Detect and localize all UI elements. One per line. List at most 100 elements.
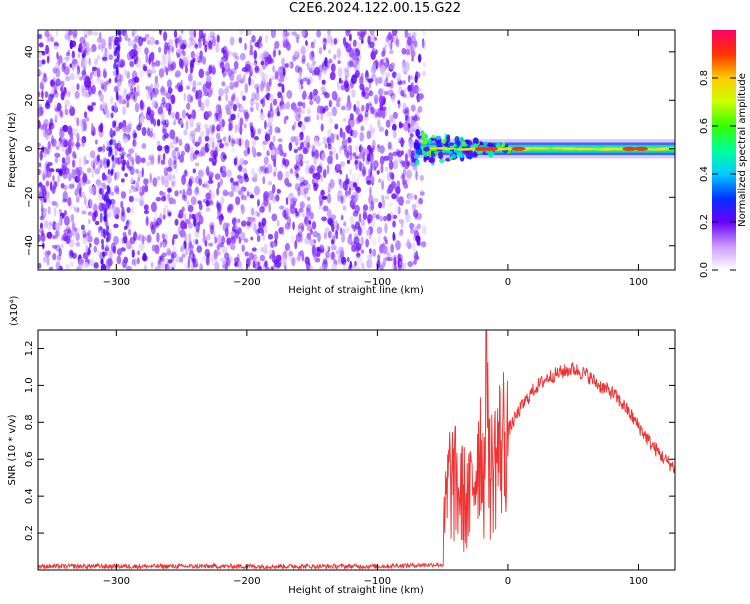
spectrogram-noise-cell <box>135 168 139 174</box>
spectrogram-noise-cell <box>298 207 304 213</box>
spectrogram-noise-cell <box>274 230 279 241</box>
spectrogram-noise-cell <box>268 190 275 201</box>
spectrogram-noise-cell <box>395 240 401 251</box>
spectrogram-noise-cell <box>226 169 232 178</box>
spectrogram-noise-cell <box>262 140 269 145</box>
signal-turbulent-cell <box>448 142 454 146</box>
spectrogram-noise-cell <box>59 127 65 132</box>
spectrogram-noise-cell <box>52 174 55 182</box>
spectrogram-noise-cell <box>199 263 203 269</box>
spectrogram-noise-cell <box>139 99 144 110</box>
spectrogram-noise-cell <box>320 86 326 93</box>
spectrogram-streak-cell <box>107 168 111 175</box>
spectrogram-noise-cell <box>368 103 373 111</box>
spectrogram-noise-cell <box>83 261 89 269</box>
spectrogram-noise-cell <box>174 190 179 197</box>
spectrogram-noise-cell <box>373 108 379 119</box>
spectrogram-noise-cell <box>409 133 414 138</box>
spectrogram-noise-cell <box>198 214 204 225</box>
spectrogram-noise-cell <box>395 186 401 195</box>
spectrogram-noise-cell <box>397 100 401 105</box>
spectrogram-streak-cell <box>117 30 121 37</box>
spectrogram-noise-cell <box>101 38 106 49</box>
spectrogram-noise-cell <box>118 147 125 152</box>
spectrogram-noise-cell <box>92 31 99 37</box>
spectrogram-noise-cell <box>198 151 203 157</box>
spectrogram-noise-cell <box>282 157 286 165</box>
spectrogram-noise-cell <box>306 107 311 115</box>
spectrogram-y-tick-label: 20 <box>24 94 35 107</box>
spectrogram-noise-cell <box>320 172 323 183</box>
spectrogram-noise-cell <box>195 186 199 193</box>
spectrogram-noise-cell <box>52 244 58 249</box>
spectrogram-noise-cell <box>376 144 381 153</box>
spectrogram-noise-cell <box>264 59 269 66</box>
spectrogram-noise-cell <box>246 30 252 36</box>
spectrogram-noise-cell <box>411 56 414 62</box>
spectrogram-noise-cell <box>123 225 128 231</box>
spectrogram-noise-cell <box>153 82 160 90</box>
spectrogram-noise-cell <box>209 173 214 179</box>
spectrogram-noise-cell <box>180 43 187 50</box>
spectrogram-noise-cell <box>53 76 57 83</box>
spectrogram-noise-cell <box>121 206 125 217</box>
spectrogram-noise-cell <box>86 167 92 174</box>
spectrogram-noise-cell <box>331 263 338 270</box>
spectrogram-noise-cell <box>309 164 315 174</box>
snr-x-tick-label: −200 <box>233 576 260 587</box>
spectrogram-noise-cell <box>339 169 343 175</box>
spectrogram-noise-cell <box>205 167 209 175</box>
spectrogram-noise-cell <box>179 119 184 126</box>
spectrogram-noise-cell <box>38 262 42 269</box>
spectrogram-noise-cell <box>421 224 427 235</box>
spectrogram-noise-cell <box>53 82 58 93</box>
snr-series-line <box>38 330 675 570</box>
spectrogram-noise-cell <box>40 204 44 214</box>
spectrogram-noise-cell <box>86 235 93 243</box>
spectrogram-noise-cell <box>159 190 164 196</box>
spectrogram-noise-cell <box>171 267 175 270</box>
spectrogram-noise-cell <box>219 257 226 262</box>
spectrogram-noise-cell <box>130 39 136 49</box>
spectrogram-noise-cell <box>243 149 249 157</box>
spectrogram-noise-cell <box>402 168 407 177</box>
spectrogram-noise-cell <box>83 236 89 242</box>
spectrogram-noise-cell <box>295 154 300 163</box>
signal-turbulent-cell <box>423 147 430 152</box>
spectrogram-noise-cell <box>250 236 254 241</box>
spectrogram-noise-cell <box>393 35 399 46</box>
spectrogram-noise-cell <box>91 168 94 179</box>
spectrogram-noise-cell <box>240 138 244 146</box>
spectrogram-noise-cell <box>412 235 416 242</box>
spectrogram-noise-cell <box>44 91 49 99</box>
spectrogram-noise-cell <box>299 78 304 86</box>
spectrogram-noise-cell <box>79 76 83 81</box>
spectrogram-noise-cell <box>371 126 376 134</box>
spectrogram-noise-cell <box>55 260 61 270</box>
spectrogram-noise-cell <box>359 76 364 86</box>
spectrogram-noise-cell <box>278 77 285 83</box>
spectrogram-noise-cell <box>146 106 152 116</box>
spectrogram-noise-cell <box>285 31 290 37</box>
spectrogram-noise-cell <box>362 166 367 175</box>
spectrogram-noise-cell <box>181 174 186 185</box>
spectrogram-noise-cell <box>150 201 157 213</box>
signal-core-cell <box>436 147 457 150</box>
spectrogram-noise-cell <box>76 65 80 75</box>
spectrogram-noise-cell <box>271 213 278 222</box>
spectrogram-noise-cell <box>134 102 140 113</box>
spectrogram-noise-cell <box>81 53 86 58</box>
spectrogram-noise-cell <box>167 87 173 94</box>
spectrogram-noise-cell <box>344 75 348 82</box>
snr-y-multiplier: (x10⁴) <box>9 295 20 326</box>
spectrogram-noise-cell <box>149 51 155 62</box>
spectrogram-noise-cell <box>98 202 105 212</box>
spectrogram-noise-cell <box>82 57 88 67</box>
spectrogram-noise-cell <box>124 173 128 178</box>
spectrogram-noise-cell <box>357 113 364 123</box>
spectrogram-noise-cell <box>161 252 168 258</box>
spectrogram-noise-cell <box>187 204 194 213</box>
spectrogram-noise-cell <box>240 231 246 241</box>
spectrogram-noise-cell <box>179 189 183 195</box>
spectrogram-noise-cell <box>217 207 221 218</box>
